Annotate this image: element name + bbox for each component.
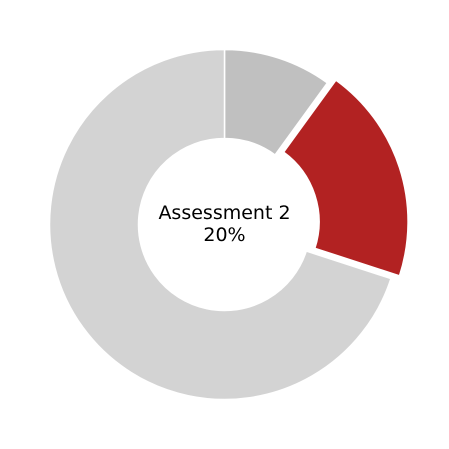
donut-slice-2 [282,79,409,277]
donut-slice-3 [48,48,392,401]
donut-slices [48,48,409,401]
center-title: Assessment 2 [158,202,290,224]
center-value: 20% [203,224,245,246]
donut-slice-1 [223,48,329,156]
